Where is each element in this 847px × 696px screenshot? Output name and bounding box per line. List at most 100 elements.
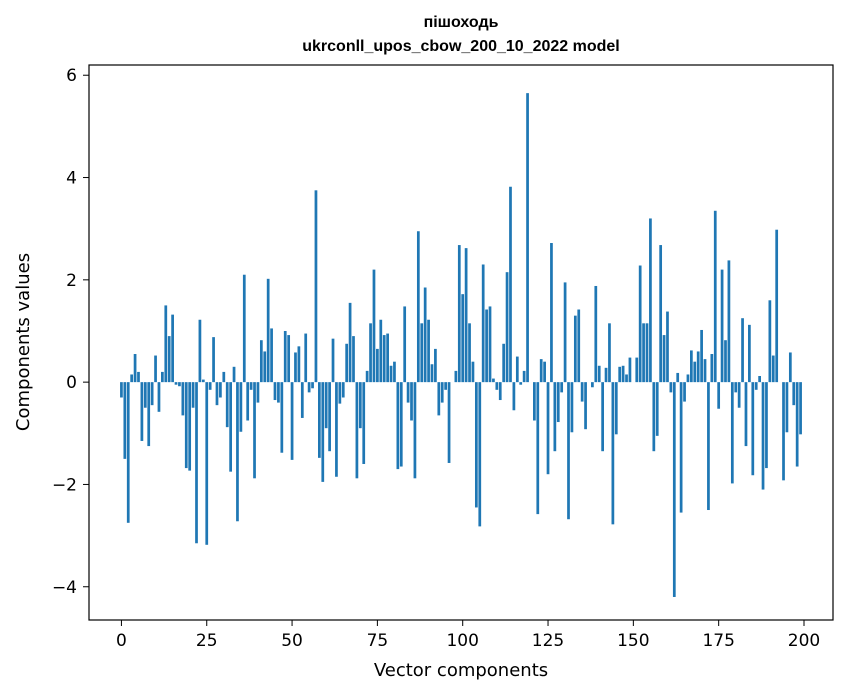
bar [365, 370, 369, 383]
bar [358, 382, 362, 429]
bar [167, 336, 171, 383]
bar [464, 248, 468, 383]
bar [707, 382, 710, 511]
bar [215, 382, 219, 406]
y-axis-ticks: −4 −2 0 2 4 6 [52, 66, 89, 598]
bar [474, 382, 478, 508]
bar [625, 374, 628, 383]
bar [399, 382, 403, 467]
bar [137, 371, 140, 383]
y-tick-label: 0 [66, 373, 77, 393]
bar [174, 382, 178, 385]
bar [403, 306, 407, 383]
bar [147, 382, 151, 447]
bar [434, 348, 437, 383]
bar [294, 352, 297, 383]
bar [259, 340, 263, 383]
bar [526, 93, 529, 383]
bar [481, 264, 485, 383]
bar [222, 371, 226, 383]
bar [369, 323, 372, 383]
bar [553, 382, 557, 452]
bar [761, 382, 765, 490]
bar [205, 382, 209, 545]
bar [570, 382, 574, 433]
bar [161, 371, 164, 383]
chart-subtitle: ukrconll_upos_cbow_200_10_2022 model [302, 38, 619, 55]
bar [788, 352, 792, 383]
bar [184, 382, 188, 469]
bar [539, 359, 543, 383]
bar [611, 382, 615, 525]
bar [659, 245, 663, 383]
bar [133, 354, 137, 383]
bar [737, 382, 741, 408]
bar [423, 287, 427, 383]
bar [266, 278, 270, 383]
bar [655, 382, 659, 436]
bar [191, 382, 195, 408]
bar [437, 382, 441, 416]
bar [584, 382, 587, 430]
bar [311, 382, 314, 389]
x-tick-label: 125 [532, 631, 564, 651]
bar [720, 269, 724, 383]
bar [256, 382, 260, 403]
y-tick-label: 6 [66, 66, 77, 86]
bar [440, 382, 444, 403]
bar [290, 382, 294, 460]
bar [379, 319, 383, 383]
x-tick-label: 50 [281, 631, 303, 651]
bar [536, 382, 540, 515]
bar [645, 323, 649, 383]
plot-frame [88, 64, 834, 621]
bar [795, 382, 799, 467]
bar [515, 356, 519, 383]
bar [580, 382, 584, 402]
bar [130, 374, 134, 383]
bar [236, 382, 239, 522]
bar [304, 333, 308, 383]
x-axis-label: Vector components [374, 660, 548, 681]
bar [591, 382, 594, 388]
bar [556, 382, 560, 423]
bar [324, 382, 328, 429]
bar [280, 382, 284, 453]
bar [604, 367, 608, 383]
bar [389, 365, 393, 383]
bar [792, 382, 796, 406]
bar [638, 265, 642, 383]
bar [420, 323, 424, 383]
bar [512, 382, 516, 411]
bar [478, 382, 482, 527]
bar [533, 382, 536, 421]
bar [212, 337, 215, 383]
y-axis-label: Components values [13, 253, 34, 431]
x-tick-label: 100 [446, 631, 478, 651]
bar [454, 370, 458, 383]
bar [785, 382, 789, 433]
bar [608, 323, 611, 383]
bar [120, 382, 123, 398]
bar [348, 302, 352, 383]
bar [543, 361, 546, 383]
bar [635, 357, 639, 383]
bar [396, 382, 400, 470]
y-tick-label: −2 [52, 475, 77, 495]
bar [318, 382, 321, 458]
bar [225, 382, 229, 428]
bar [181, 382, 185, 416]
bar [577, 309, 581, 383]
bar [242, 274, 246, 383]
bar [662, 335, 666, 383]
bar [219, 382, 222, 398]
bar [447, 382, 451, 463]
bar [509, 186, 512, 383]
x-tick-label: 175 [702, 631, 734, 651]
bar [741, 318, 744, 383]
chart-title: пішоходь [424, 14, 499, 31]
bar [713, 210, 717, 383]
bar [427, 319, 430, 383]
x-tick-label: 0 [116, 631, 127, 651]
bar [703, 359, 707, 383]
